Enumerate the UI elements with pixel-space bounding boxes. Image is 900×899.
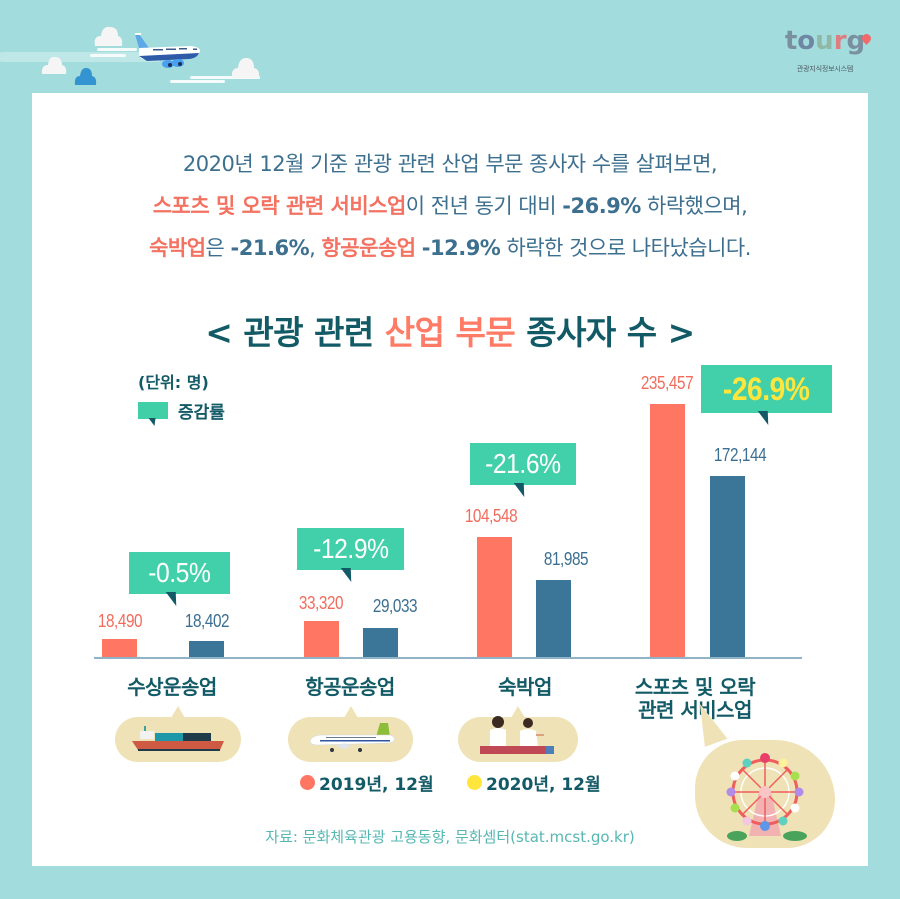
speech-bubble-icon — [138, 402, 168, 419]
rate-legend: 증감률 — [138, 398, 225, 423]
speed-line — [0, 52, 160, 62]
hotel-staff-icon — [480, 716, 554, 754]
unit-label: (단위: 명) — [138, 373, 209, 392]
rate-callout: -26.9% — [701, 365, 832, 425]
value-2020: 81,985 — [543, 549, 589, 569]
ferris-wheel-bubble — [690, 699, 835, 848]
value-2020: 29,033 — [372, 596, 418, 616]
tourgo-logo: tourg 관광지식정보시스템 — [780, 26, 873, 78]
value-2020: 172,144 — [713, 445, 767, 465]
chart-title: < 관광 관련 산업 부문 종사자 수 > — [205, 313, 695, 352]
bar-2020 — [536, 580, 571, 658]
value-2019: 104,548 — [464, 506, 518, 526]
bar-2020 — [363, 628, 398, 658]
cargo-ship-icon — [132, 726, 224, 751]
x-axis — [94, 657, 802, 659]
intro-line-1: 2020년 12월 기준 관광 관련 산업 부문 종사자 수를 살펴보면, — [182, 152, 718, 176]
category-label: 숙박업 — [498, 675, 552, 699]
bar-2020 — [710, 476, 745, 658]
category-label: 수상운송업 — [127, 675, 217, 699]
intro-line-2: 스포츠 및 오락 관련 서비스업이 전년 동기 대비 -26.9% 하락했으며, — [152, 194, 748, 218]
legend-dot-2020 — [467, 775, 482, 790]
ferris-wheel-icon — [726, 753, 807, 841]
legend-2020: 2020년, 12월 — [467, 770, 601, 795]
bar-2020 — [189, 641, 224, 658]
rate-legend-label: 증감률 — [178, 403, 225, 423]
speed-line — [190, 76, 260, 79]
cargo-ship-bubble — [115, 706, 241, 762]
airplane-icon — [309, 723, 395, 752]
airplane-bubble — [288, 706, 413, 762]
legend-2019: 2019년, 12월 — [300, 770, 434, 795]
bar-2019 — [304, 621, 339, 658]
logo-subtitle: 관광지식정보시스템 — [796, 65, 854, 73]
cloud-icon — [41, 55, 67, 74]
speed-line — [97, 48, 137, 51]
bar-2019 — [102, 639, 137, 658]
category-label: 항공운송업 — [305, 675, 395, 699]
category-label: 스포츠 및 오락 관련 서비스업 — [634, 675, 756, 722]
value-2020: 18,402 — [184, 611, 230, 631]
value-2019: 235,457 — [640, 373, 694, 393]
intro-paragraph: 2020년 12월 기준 관광 관련 산업 부문 종사자 수를 살펴보면, 스포… — [0, 143, 900, 269]
bar-2019 — [477, 537, 512, 658]
source-note: 자료: 문화체육관광 고용동향, 문화셈터(stat.mcst.go.kr) — [265, 828, 635, 846]
value-2019: 33,320 — [298, 593, 344, 613]
speed-line — [90, 54, 126, 57]
logo-wordmark: tourg — [784, 26, 866, 56]
cloud-icon — [93, 24, 123, 46]
rate-callout: -21.6% — [470, 443, 576, 497]
legend-dot-2019 — [300, 775, 315, 790]
cloud-icon — [74, 67, 97, 85]
rate-callout: -12.9% — [297, 528, 404, 582]
value-2019: 18,490 — [97, 611, 143, 631]
hotel-staff-bubble — [458, 706, 578, 762]
intro-line-3: 숙박업은 -21.6%, 항공운송업 -12.9% 하락한 것으로 나타났습니다… — [149, 236, 751, 260]
bar-2019 — [650, 404, 685, 658]
airplane-icon — [133, 30, 203, 72]
rate-callout: -0.5% — [129, 552, 230, 606]
cloud-icon — [231, 56, 260, 78]
speed-line — [170, 80, 225, 83]
